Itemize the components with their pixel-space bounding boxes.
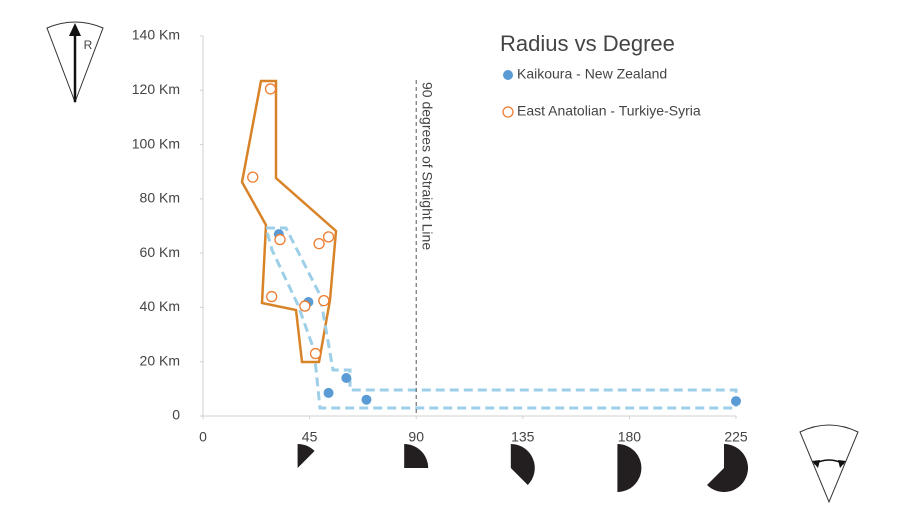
- point: [247, 171, 259, 183]
- legend-marker: [503, 70, 513, 80]
- point: [274, 233, 286, 246]
- y-tick-label: 80 Km: [140, 190, 180, 206]
- radius-label: R: [84, 38, 93, 52]
- point: [266, 290, 278, 303]
- chart-title: Radius vs Degree: [500, 31, 675, 56]
- y-tick-label: 100 Km: [132, 135, 180, 151]
- legend-marker: [502, 106, 514, 118]
- reference-label: 90 degrees of Straight Line: [419, 82, 435, 250]
- point: [318, 294, 330, 307]
- radius-icon: R: [46, 21, 104, 104]
- x-tick-label: 90: [408, 429, 424, 445]
- x-tick-label: 135: [511, 429, 535, 445]
- point: [323, 387, 334, 398]
- point: [731, 396, 741, 407]
- angle-wedge: [617, 444, 642, 492]
- point: [322, 231, 335, 243]
- legend-label: Kaikoura - New Zealand: [517, 66, 667, 82]
- y-tick-label: 40 Km: [140, 298, 180, 314]
- point: [313, 237, 325, 250]
- angle-icon: [799, 424, 859, 504]
- point: [309, 347, 322, 360]
- x-tick-label: 180: [618, 429, 642, 445]
- y-tick-label: 120 Km: [132, 81, 180, 97]
- anatolian-envelope: [240, 79, 338, 364]
- y-tick-label: 60 Km: [140, 244, 180, 260]
- x-tick-label: 0: [199, 429, 207, 445]
- y-tick-label: 0: [172, 407, 180, 423]
- angle-wedge: [404, 444, 429, 468]
- y-tick-label: 140 Km: [132, 27, 180, 43]
- point: [299, 300, 311, 312]
- angle-wedge: [707, 444, 748, 492]
- x-tick-label: 45: [302, 429, 318, 445]
- angle-wedge: [297, 444, 315, 468]
- legend-label: East Anatolian - Turkiye-Syria: [517, 103, 701, 119]
- point: [264, 83, 277, 95]
- x-tick-label: 225: [724, 429, 748, 445]
- point: [361, 394, 372, 405]
- kaikoura-envelope: [264, 226, 738, 410]
- point: [341, 373, 352, 383]
- angle-wedge: [510, 444, 535, 485]
- y-tick-label: 20 Km: [140, 352, 180, 368]
